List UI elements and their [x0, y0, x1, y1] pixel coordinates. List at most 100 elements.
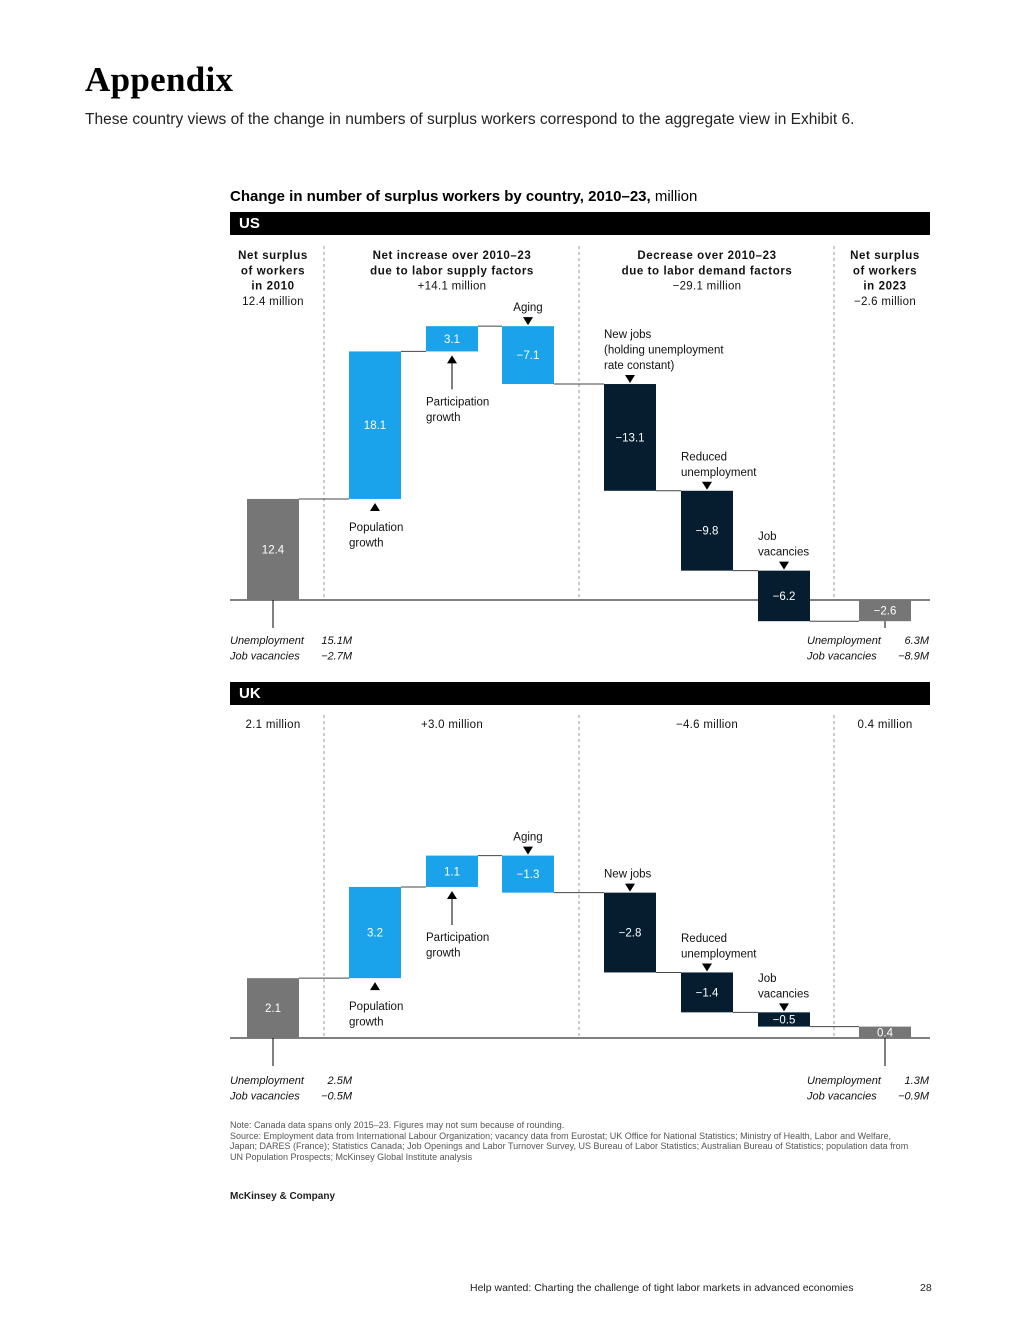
brand-mark: McKinsey & Company: [230, 1191, 336, 1202]
breakdown-label: Job vacancies: [229, 1091, 300, 1103]
annotation-label: (holding unemployment: [604, 345, 724, 357]
breakdown-value: 15.1M: [321, 635, 352, 647]
annotation-label: Population: [349, 1001, 403, 1013]
breakdown-label: Unemployment: [807, 1075, 882, 1087]
annotation-label: Participation: [426, 932, 489, 944]
waterfall-chart-uk: 2.1 million +3.0 million −4.6 million 0.4 m…: [229, 715, 930, 1103]
footnote-note: Note: Canada data spans only 2015–23. Fi…: [230, 1120, 565, 1130]
section-header-label: Decrease over 2010–23: [637, 250, 776, 262]
section-header-label: in 2010: [251, 281, 294, 293]
bar-start-2010: [247, 498, 299, 600]
annotation-label: New jobs: [604, 869, 652, 881]
section-header-value: 12.4 million: [242, 296, 304, 308]
bar-value-label: 0.4: [877, 1027, 894, 1039]
breakdown-label: Unemployment: [230, 1075, 305, 1087]
breakdown-value: −8.9M: [898, 651, 930, 663]
breakdown-value: 1.3M: [905, 1075, 930, 1087]
annotation-arrow: [779, 1003, 789, 1012]
annotation-arrow: [523, 846, 533, 855]
breakdown-label: Job vacancies: [229, 651, 300, 663]
section-header-value: 0.4 million: [857, 719, 912, 731]
section-header-value: 2.1 million: [245, 719, 300, 731]
annotation-label: Aging: [513, 832, 542, 844]
section-header-label: of workers: [241, 265, 305, 277]
section-header-value: +3.0 million: [421, 719, 483, 731]
bar-value-label: −2.8: [619, 928, 642, 940]
breakdown-label: Unemployment: [807, 635, 882, 647]
country-header-uk: UK: [230, 682, 930, 705]
bar-new-jobs: [604, 892, 656, 973]
annotation-arrow: [447, 890, 457, 899]
annotation-arrow: [625, 375, 635, 384]
annotation-arrow: [779, 561, 789, 570]
bar-value-label: −1.3: [517, 869, 540, 881]
bar-value-label: 3.1: [444, 334, 460, 346]
annotation-label: vacancies: [758, 988, 809, 1000]
bar-value-label: −7.1: [517, 350, 540, 362]
bar-value-label: 12.4: [262, 544, 285, 556]
section-header-value: −29.1 million: [673, 281, 742, 293]
annotation-label: rate constant): [604, 360, 674, 372]
section-header-label: Net surplus: [850, 250, 920, 262]
section-header-label: due to labor supply factors: [370, 265, 534, 277]
bar-value-label: −9.8: [696, 526, 719, 538]
section-header-label: Net surplus: [238, 250, 308, 262]
breakdown-label: Job vacancies: [806, 651, 877, 663]
chart-title-unit: million: [654, 188, 698, 205]
annotation-label: growth: [349, 1017, 384, 1029]
breakdown-value: −0.9M: [898, 1091, 930, 1103]
section-header-label: in 2023: [863, 281, 906, 293]
page-subtitle: These country views of the change in num…: [85, 111, 855, 128]
section-header-label: due to labor demand factors: [622, 265, 793, 277]
annotation-label: Aging: [513, 302, 542, 314]
bar-reduced-unemployment: [681, 490, 733, 571]
annotation-arrow: [702, 963, 712, 972]
annotation-arrow: [523, 317, 533, 326]
annotation-arrow: [625, 883, 635, 892]
section-header-label: of workers: [853, 265, 917, 277]
annotation-label: Population: [349, 522, 403, 534]
footnote: Note: Canada data spans only 2015–23. Fi…: [230, 1120, 920, 1162]
bar-start-2010: [247, 978, 299, 1038]
bar-job-vacancies: [758, 1012, 810, 1027]
annotation-arrow: [370, 982, 380, 991]
bar-job-vacancies: [758, 570, 810, 622]
bar-end-2023: [859, 1026, 911, 1038]
bar-value-label: −1.4: [696, 987, 719, 999]
annotation-label: growth: [426, 412, 461, 424]
bar-value-label: −6.2: [773, 591, 796, 603]
annotation-arrow: [370, 502, 380, 511]
annotation-label: growth: [426, 947, 461, 959]
chart-title-text: Change in number of surplus workers by c…: [230, 188, 651, 205]
running-footer: Help wanted: Charting the challenge of t…: [470, 1282, 854, 1294]
footnote-source: Source: Employment data from Internation…: [230, 1130, 909, 1162]
bar-value-label: 3.2: [367, 928, 383, 940]
breakdown-value: −0.5M: [321, 1091, 353, 1103]
section-header-value: −4.6 million: [676, 719, 738, 731]
annotation-label: Job: [758, 531, 777, 543]
bar-aging: [502, 326, 554, 385]
page-number: 28: [920, 1282, 932, 1294]
annotation-label: growth: [349, 537, 384, 549]
bar-new-jobs: [604, 384, 656, 491]
section-header-label: Net increase over 2010–23: [373, 250, 532, 262]
bar-reduced-unemployment: [681, 972, 733, 1013]
annotation-label: unemployment: [681, 948, 757, 960]
bar-participation-growth: [426, 855, 478, 887]
annotation-label: Job: [758, 973, 777, 985]
bar-aging: [502, 855, 554, 893]
annotation-label: New jobs: [604, 329, 652, 341]
annotation-label: vacancies: [758, 547, 809, 559]
bar-value-label: 18.1: [364, 420, 386, 432]
bar-population-growth: [349, 886, 401, 979]
breakdown-value: 6.3M: [905, 635, 930, 647]
annotation-arrow: [447, 355, 457, 364]
annotation-label: Participation: [426, 396, 489, 408]
annotation-label: unemployment: [681, 467, 757, 479]
bar-value-label: −0.5: [773, 1014, 796, 1026]
breakdown-label: Unemployment: [230, 635, 305, 647]
breakdown-label: Job vacancies: [806, 1091, 877, 1103]
bar-value-label: 2.1: [265, 1003, 281, 1015]
chart-title: Change in number of surplus workers by c…: [230, 188, 697, 205]
annotation-label: Reduced: [681, 933, 727, 945]
